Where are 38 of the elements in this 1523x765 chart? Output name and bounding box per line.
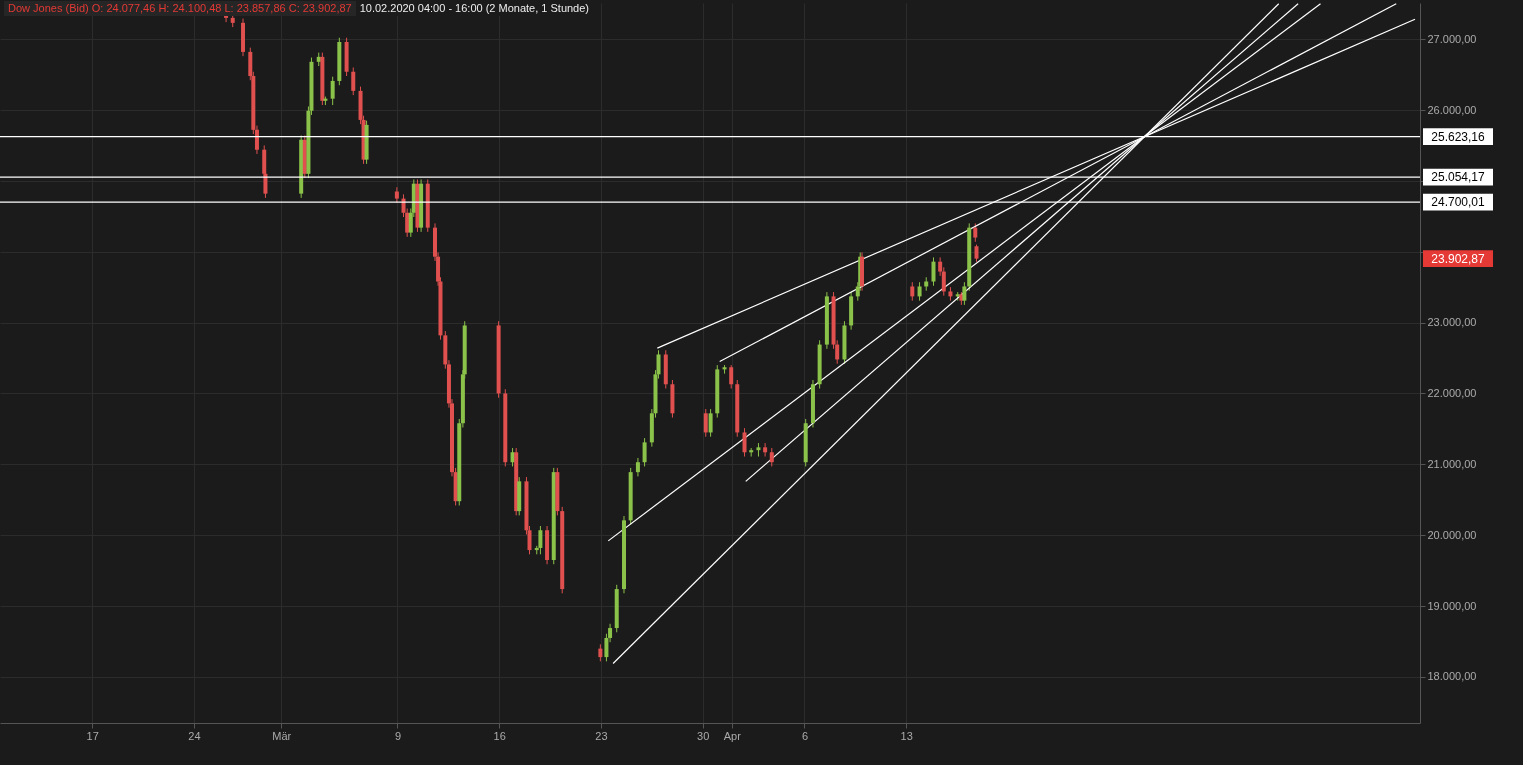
- candlestick: [642, 437, 647, 467]
- chart-title: Dow Jones (Bid) O: 24.077,46 H: 24.100,48 L: 23.857,86 C: 23.902,87: [4, 1, 356, 16]
- candlestick: [769, 447, 774, 467]
- y-tick-label: 20.000,00: [1427, 528, 1477, 541]
- chart-subtitle: 10.02.2020 04:00 - 16:00 (2 Monate, 1 Stunde): [355, 1, 594, 16]
- candlestick: [703, 408, 708, 438]
- x-tick-label: 30: [697, 729, 710, 742]
- x-tick-label: Apr: [723, 729, 742, 742]
- x-tick-label: 23: [595, 729, 608, 742]
- ref-line-label: 25.623,16: [1431, 129, 1486, 144]
- x-tick-label: 6: [801, 729, 809, 742]
- candlestick: [742, 427, 747, 458]
- ref-line-label: 24.700,01: [1431, 195, 1486, 210]
- y-tick-label: 21.000,00: [1427, 457, 1477, 470]
- x-tick-label: 24: [188, 729, 201, 742]
- candlestick: [910, 281, 915, 302]
- candlestick: [330, 76, 335, 106]
- candlestick: [729, 364, 734, 390]
- y-tick-label: 19.000,00: [1427, 599, 1477, 612]
- y-tick-label: 26.000,00: [1427, 103, 1477, 116]
- candlestick: [708, 408, 713, 438]
- candlestick: [973, 222, 978, 243]
- ref-line-label: 25.054,17: [1431, 170, 1486, 185]
- x-tick-label: 17: [86, 729, 99, 742]
- candlestick: [917, 281, 922, 302]
- y-tick-label: 23.000,00: [1427, 316, 1477, 329]
- y-tick-label: 22.000,00: [1427, 386, 1477, 399]
- x-tick-label: 13: [900, 729, 913, 742]
- y-tick-label: 27.000,00: [1427, 32, 1477, 45]
- candlestick: [351, 66, 356, 96]
- candlestick: [635, 457, 640, 477]
- candlestick: [763, 442, 768, 458]
- x-tick-label: Mär: [272, 729, 292, 742]
- y-tick-label: 18.000,00: [1427, 670, 1477, 683]
- x-tick-label: 9: [394, 729, 402, 742]
- text: 23.902,87: [1431, 251, 1486, 266]
- x-tick-label: 16: [493, 729, 506, 742]
- candlestick: [931, 256, 936, 287]
